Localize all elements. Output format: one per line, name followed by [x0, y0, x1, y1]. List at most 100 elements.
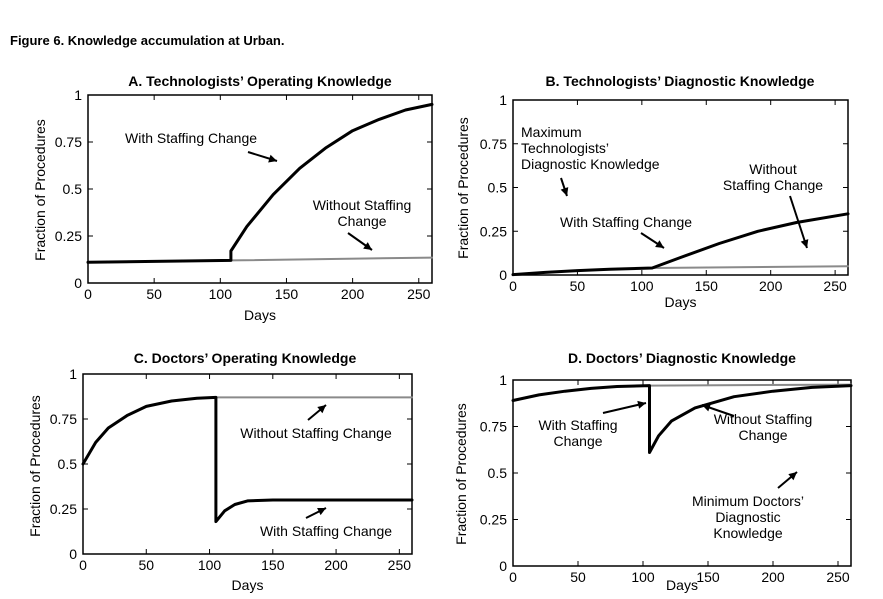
- x-tick-label: 100: [631, 569, 655, 585]
- y-tick-label: 0: [74, 275, 82, 291]
- x-tick-label: 150: [275, 286, 299, 302]
- x-tick-label: 50: [570, 569, 586, 585]
- x-axis-label: Days: [666, 577, 698, 593]
- annotation-text: With Staffing: [538, 417, 617, 433]
- x-axis-label: Days: [232, 577, 264, 593]
- annotation-text: Without Staffing Change: [240, 425, 392, 441]
- x-tick-label: 150: [261, 557, 285, 573]
- annotation-text: Minimum Doctors’: [692, 493, 804, 509]
- annotation-text: Maximum: [521, 124, 582, 140]
- panel-a-tech-operating: A. Technologists’ Operating Knowledge 0 50…: [32, 73, 434, 323]
- x-tick-label: 0: [509, 569, 517, 585]
- annotation-text: Diagnostic Knowledge: [521, 156, 660, 172]
- x-tick-label: 0: [84, 286, 92, 302]
- x-tick-label: 50: [570, 278, 586, 294]
- annotation-text: Technologists’: [521, 140, 609, 156]
- y-tick-label: 0.25: [480, 223, 507, 239]
- y-tick-label: 1: [69, 366, 77, 382]
- y-tick-label: 0.75: [480, 136, 507, 152]
- x-tick-label: 50: [138, 557, 154, 573]
- x-tick-label: 200: [324, 557, 348, 573]
- x-tick-label: 100: [209, 286, 233, 302]
- annotation-text: Knowledge: [713, 525, 782, 541]
- figure-title: Figure 6. Knowledge accumulation at Urba…: [10, 33, 285, 48]
- arrow-head-icon: [317, 405, 326, 414]
- annotation-text: Without Staffing: [714, 411, 813, 427]
- x-tick-label: 200: [341, 286, 365, 302]
- y-tick-label: 0.5: [63, 181, 83, 197]
- x-tick-label: 200: [761, 569, 785, 585]
- y-tick-label: 0.75: [55, 134, 82, 150]
- panel-title: D. Doctors’ Diagnostic Knowledge: [568, 350, 796, 366]
- y-tick-label: 0.5: [488, 465, 508, 481]
- y-tick-label: 0.25: [55, 228, 82, 244]
- y-tick-label: 0: [499, 267, 507, 283]
- x-tick-label: 50: [146, 286, 162, 302]
- panel-title: A. Technologists’ Operating Knowledge: [128, 73, 392, 89]
- series-line-with-staffing-change: [81, 395, 414, 524]
- arrow-head-icon: [560, 187, 569, 196]
- y-axis-label: Fraction of Procedures: [32, 119, 48, 261]
- x-tick-label: 250: [388, 557, 412, 573]
- annotation-text: Without Staffing: [313, 197, 412, 213]
- panel-d-doctors-diagnostic: D. Doctors’ Diagnostic Knowledge 0 50 100 15…: [453, 350, 853, 593]
- arrow-head-icon: [655, 240, 664, 248]
- x-axis-label: Days: [665, 294, 697, 310]
- series-line-with-staffing-change: [511, 212, 850, 277]
- y-tick-label: 0: [499, 558, 507, 574]
- annotation-arrow-shaft: [789, 195, 808, 249]
- y-tick-label: 1: [499, 372, 507, 388]
- arrow-head-icon: [268, 154, 277, 163]
- x-tick-label: 200: [759, 278, 783, 294]
- annotation-text: Diagnostic: [715, 509, 780, 525]
- y-axis-label: Fraction of Procedures: [453, 403, 469, 545]
- annotation-text: Change: [738, 427, 787, 443]
- plot-frame: [87, 94, 433, 284]
- x-tick-label: 0: [79, 557, 87, 573]
- y-tick-label: 1: [499, 92, 507, 108]
- x-tick-label: 250: [826, 569, 850, 585]
- x-tick-label: 150: [696, 569, 720, 585]
- series-line-with-staffing-change: [86, 102, 434, 264]
- annotation-text: With Staffing Change: [560, 214, 692, 230]
- arrow-head-icon: [800, 239, 809, 248]
- y-tick-label: 0.75: [50, 411, 77, 427]
- y-tick-label: 1: [74, 87, 82, 103]
- y-tick-label: 0.25: [480, 512, 507, 528]
- x-tick-label: 250: [823, 278, 847, 294]
- y-axis-label: Fraction of Procedures: [27, 395, 43, 537]
- y-tick-label: 0.75: [480, 419, 507, 435]
- arrow-head-icon: [702, 403, 711, 412]
- y-axis-label: Fraction of Procedures: [455, 117, 471, 259]
- annotation-text: Without: [749, 161, 797, 177]
- annotation-text: With Staffing Change: [260, 523, 392, 539]
- annotation-text: Change: [553, 433, 602, 449]
- x-tick-label: 250: [407, 286, 431, 302]
- annotation-text: With Staffing Change: [125, 130, 257, 146]
- y-tick-label: 0.5: [488, 180, 508, 196]
- x-tick-label: 100: [630, 278, 654, 294]
- panel-c-doctors-operating: C. Doctors’ Operating Knowledge 0 50 100 150…: [27, 350, 414, 593]
- plot-frame: [512, 379, 852, 567]
- panel-title: C. Doctors’ Operating Knowledge: [134, 350, 357, 366]
- panel-title: B. Technologists’ Diagnostic Knowledge: [546, 73, 815, 89]
- arrow-head-icon: [363, 242, 372, 250]
- x-axis-label: Days: [244, 307, 276, 323]
- series-line-without-staffing-change: [648, 383, 852, 387]
- x-tick-label: 150: [695, 278, 719, 294]
- arrow-head-icon: [637, 400, 646, 409]
- x-tick-label: 100: [198, 557, 222, 573]
- y-tick-label: 0: [69, 546, 77, 562]
- arrow-head-icon: [317, 508, 326, 516]
- x-tick-label: 0: [509, 278, 517, 294]
- y-tick-label: 0.5: [58, 456, 78, 472]
- y-tick-label: 0.25: [50, 501, 77, 517]
- series-line-without-staffing-change: [651, 265, 849, 269]
- panel-b-tech-diagnostic: B. Technologists’ Diagnostic Knowledge 0 5…: [455, 73, 850, 310]
- series-line-with-staffing-change: [511, 384, 853, 454]
- series-line-without-staffing-change: [229, 256, 433, 262]
- annotation-text: Staffing Change: [723, 177, 823, 193]
- arrow-head-icon: [788, 472, 797, 481]
- annotation-text: Change: [337, 213, 386, 229]
